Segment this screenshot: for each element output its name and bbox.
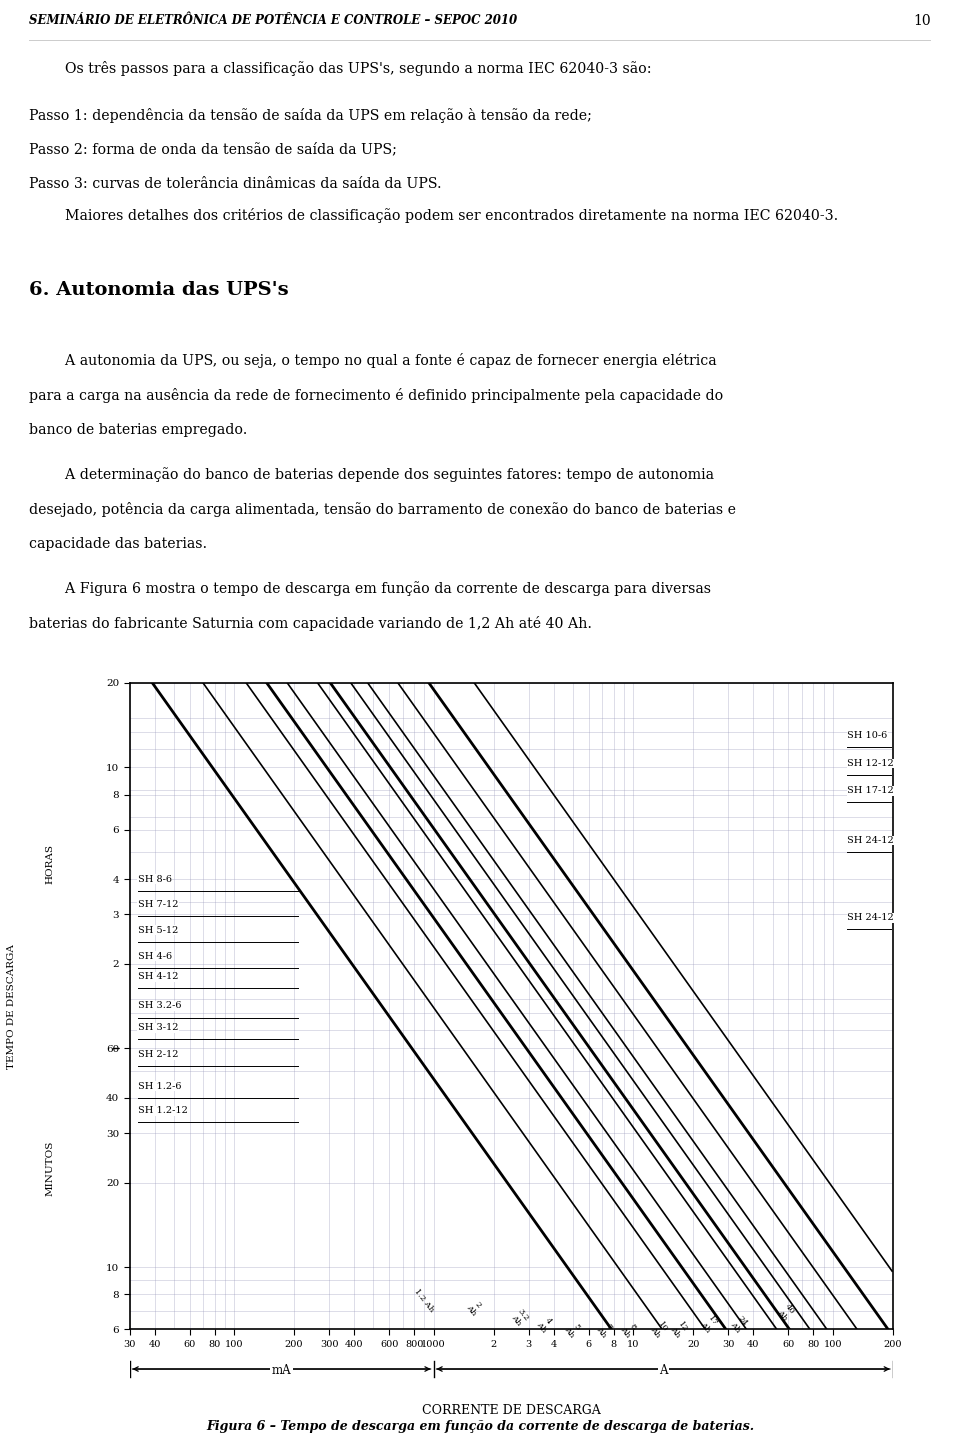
Text: SH 3-12: SH 3-12 [138, 1023, 179, 1033]
Text: SH 17-12: SH 17-12 [847, 786, 894, 795]
Text: SH 10-6: SH 10-6 [847, 731, 887, 740]
Text: 2
Ah: 2 Ah [464, 1298, 485, 1316]
Text: TEMPO DE DESCARGA: TEMPO DE DESCARGA [7, 944, 16, 1068]
Text: SH 24-12: SH 24-12 [847, 914, 894, 923]
Text: 10
Ah: 10 Ah [649, 1319, 669, 1340]
Text: SH 7-12: SH 7-12 [138, 901, 179, 910]
Text: Passo 3: curvas de tolerância dinâmicas da saída da UPS.: Passo 3: curvas de tolerância dinâmicas … [29, 177, 442, 192]
Text: SH 4-12: SH 4-12 [138, 972, 179, 981]
Text: 4
Ah: 4 Ah [535, 1314, 555, 1334]
Text: 1.2 Ah: 1.2 Ah [413, 1287, 436, 1314]
Text: A determinação do banco de baterias depende dos seguintes fatores: tempo de auto: A determinação do banco de baterias depe… [29, 468, 714, 482]
Text: Os três passos para a classificação das UPS's, segundo a norma IEC 62040-3 são:: Os três passos para a classificação das … [29, 61, 652, 77]
Text: Passo 2: forma de onda da tensão de saída da UPS;: Passo 2: forma de onda da tensão de saíd… [29, 142, 396, 157]
Text: A Figura 6 mostra o tempo de descarga em função da corrente de descarga para div: A Figura 6 mostra o tempo de descarga em… [29, 581, 710, 596]
Text: A: A [659, 1364, 667, 1377]
Text: SH 1.2-12: SH 1.2-12 [138, 1106, 188, 1116]
Text: 5
Ah: 5 Ah [563, 1319, 584, 1340]
Text: SH 3.2-6: SH 3.2-6 [138, 1001, 181, 1010]
Text: SEMINÁRIO DE ELETRÔNICA DE POTÊNCIA E CONTROLE – SEPOC 2010: SEMINÁRIO DE ELETRÔNICA DE POTÊNCIA E CO… [29, 15, 516, 28]
Text: SH 1.2-6: SH 1.2-6 [138, 1082, 181, 1091]
Text: 8
Ah: 8 Ah [618, 1319, 639, 1340]
Text: banco de baterias empregado.: banco de baterias empregado. [29, 423, 247, 436]
Text: 7
Ah: 7 Ah [594, 1319, 615, 1340]
Text: capacidade das baterias.: capacidade das baterias. [29, 536, 207, 551]
Text: SH 12-12: SH 12-12 [847, 758, 894, 769]
Text: 24
Ah: 24 Ah [729, 1314, 750, 1334]
Text: SH 24-12: SH 24-12 [847, 835, 894, 846]
Text: SH 8-6: SH 8-6 [138, 875, 172, 883]
Text: Passo 1: dependência da tensão de saída da UPS em relação à tensão da rede;: Passo 1: dependência da tensão de saída … [29, 108, 591, 124]
Text: HORAS: HORAS [45, 844, 55, 883]
Text: baterias do fabricante Saturnia com capacidade variando de 1,2 Ah até 40 Ah.: baterias do fabricante Saturnia com capa… [29, 616, 591, 631]
Text: A autonomia da UPS, ou seja, o tempo no qual a fonte é capaz de fornecer energia: A autonomia da UPS, ou seja, o tempo no … [29, 353, 716, 369]
Text: desejado, potência da carga alimentada, tensão do barramento de conexão do banco: desejado, potência da carga alimentada, … [29, 501, 735, 517]
Text: 17
Ah: 17 Ah [699, 1314, 719, 1334]
Text: SH 2-12: SH 2-12 [138, 1051, 179, 1059]
Text: SH 5-12: SH 5-12 [138, 926, 179, 934]
Text: mA: mA [272, 1364, 292, 1377]
Text: 40
Ah: 40 Ah [776, 1302, 796, 1322]
Text: Figura 6 – Tempo de descarga em função da corrente de descarga de baterias.: Figura 6 – Tempo de descarga em função d… [206, 1421, 754, 1433]
Text: MINUTOS: MINUTOS [45, 1141, 55, 1196]
Text: Maiores detalhes dos critérios de classificação podem ser encontrados diretament: Maiores detalhes dos critérios de classi… [29, 208, 838, 224]
Text: 3.2
Ah: 3.2 Ah [509, 1308, 531, 1328]
Text: 6. Autonomia das UPS's: 6. Autonomia das UPS's [29, 280, 288, 299]
Text: SH 4-6: SH 4-6 [138, 952, 172, 960]
Text: 12
Ah: 12 Ah [669, 1319, 689, 1340]
Text: para a carga na ausência da rede de fornecimento é definido principalmente pela : para a carga na ausência da rede de forn… [29, 388, 723, 402]
Text: CORRENTE DE DESCARGA: CORRENTE DE DESCARGA [421, 1405, 601, 1417]
Text: 10: 10 [914, 13, 931, 28]
